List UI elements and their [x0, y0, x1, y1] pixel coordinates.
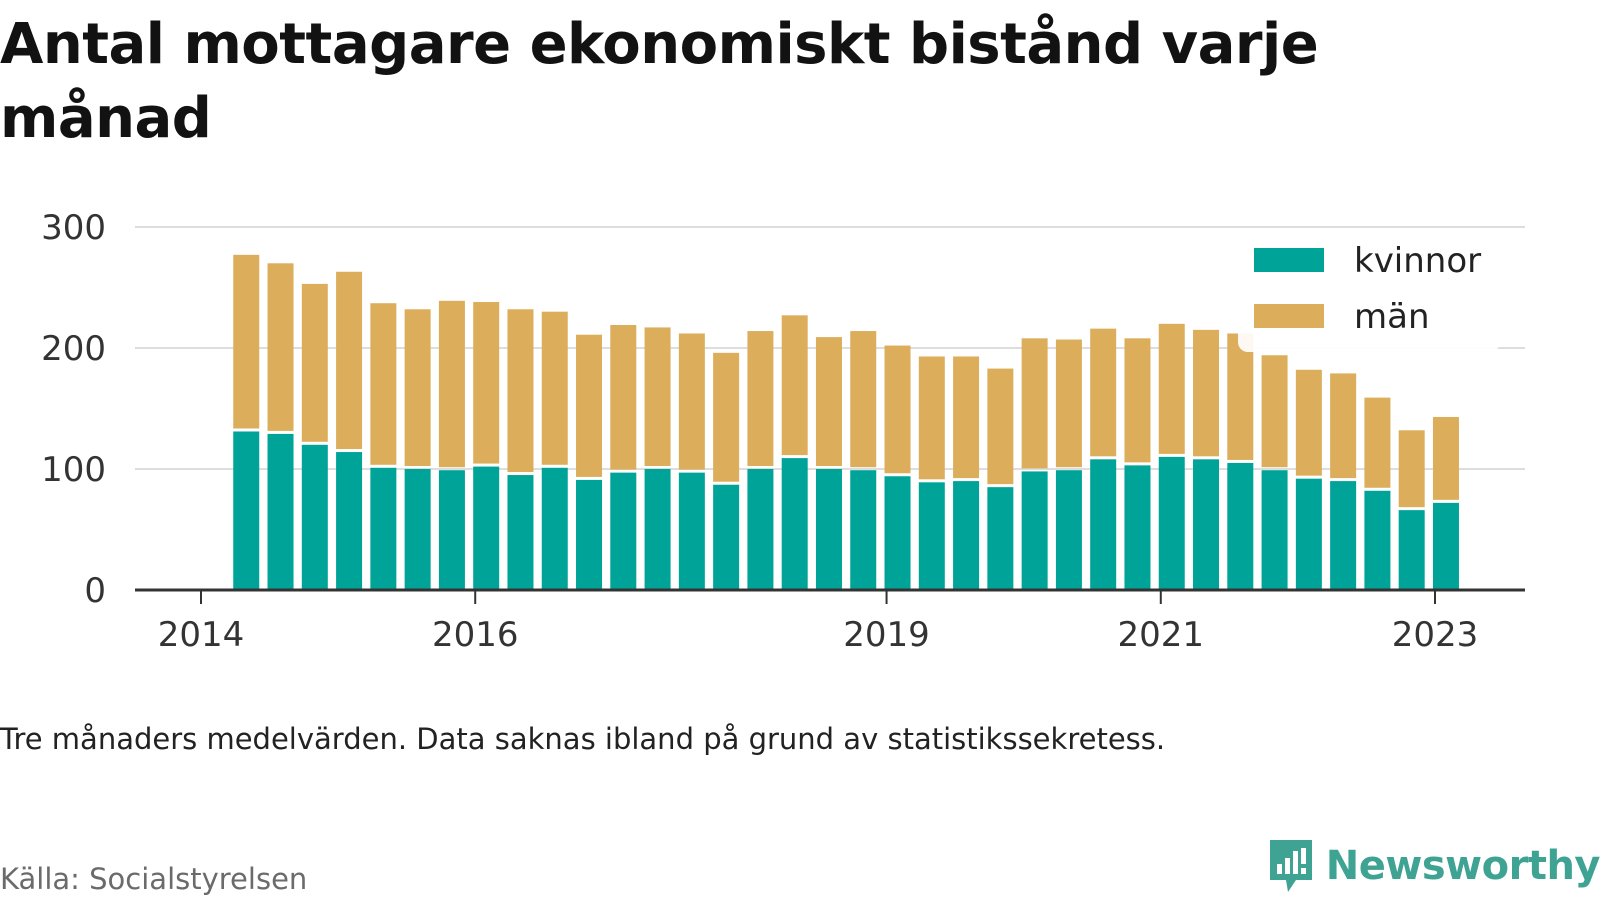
bar-man-14: [713, 352, 740, 482]
bar-man-11: [610, 325, 637, 470]
bar-kvinnor-23: [1021, 471, 1048, 590]
bar-kvinnor-33: [1364, 490, 1391, 590]
bar-kvinnor-17: [815, 469, 842, 590]
bar-man-33: [1364, 397, 1391, 488]
bar-kvinnor-34: [1398, 510, 1425, 590]
bar-kvinnor-13: [678, 472, 705, 590]
bar-kvinnor-30: [1261, 470, 1288, 590]
bar-kvinnor-1: [267, 433, 294, 590]
bar-kvinnor-2: [301, 444, 328, 590]
bar-kvinnor-31: [1295, 478, 1322, 590]
bar-kvinnor-19: [884, 476, 911, 590]
bar-kvinnor-15: [747, 469, 774, 590]
bar-kvinnor-21: [953, 481, 980, 590]
bar-man-24: [1055, 339, 1082, 468]
bar-man-20: [918, 356, 945, 480]
bar-kvinnor-20: [918, 482, 945, 590]
bar-man-8: [507, 309, 534, 473]
bar-man-34: [1398, 430, 1425, 508]
legend-swatch-kvinnor: [1254, 248, 1324, 272]
bar-man-17: [815, 337, 842, 466]
bar-kvinnor-3: [336, 452, 363, 590]
bar-kvinnor-10: [576, 479, 603, 590]
legend-label-kvinnor: kvinnor: [1354, 241, 1481, 281]
x-tick-label-2019: 2019: [843, 615, 930, 655]
bar-kvinnor-8: [507, 475, 534, 590]
bar-kvinnor-6: [438, 470, 465, 590]
bar-man-21: [953, 356, 980, 479]
y-tick-label-100: 100: [41, 450, 106, 490]
bar-kvinnor-4: [370, 467, 397, 590]
chart-note: Tre månaders medelvärden. Data saknas ib…: [0, 722, 1166, 756]
bar-man-10: [576, 334, 603, 477]
bar-man-19: [884, 345, 911, 474]
bar-man-18: [850, 331, 877, 468]
bar-kvinnor-11: [610, 472, 637, 590]
bar-kvinnor-12: [644, 469, 671, 590]
bar-kvinnor-18: [850, 470, 877, 590]
bar-kvinnor-22: [987, 487, 1014, 590]
bar-man-29: [1227, 333, 1254, 460]
bar-kvinnor-28: [1193, 459, 1220, 590]
y-tick-label-300: 300: [41, 208, 106, 248]
bar-kvinnor-9: [541, 467, 568, 590]
bar-man-16: [781, 315, 808, 456]
bar-kvinnor-29: [1227, 462, 1254, 590]
bar-man-6: [438, 300, 465, 468]
bar-kvinnor-35: [1432, 502, 1459, 590]
bar-kvinnor-25: [1090, 459, 1117, 590]
bar-man-30: [1261, 355, 1288, 468]
bar-kvinnor-7: [473, 466, 500, 590]
newsworthy-logo-icon: [1269, 840, 1312, 892]
chart-title: Antal mottagare ekonomiskt bistånd varje…: [0, 12, 1319, 151]
bar-kvinnor-24: [1055, 470, 1082, 590]
bar-man-4: [370, 303, 397, 465]
bar-man-7: [473, 302, 500, 464]
bar-man-12: [644, 327, 671, 466]
y-axis-ticks: 0 100 200 300: [41, 208, 106, 611]
bar-man-23: [1021, 338, 1048, 469]
bar-kvinnor-26: [1124, 465, 1151, 590]
bar-man-28: [1193, 329, 1220, 457]
bar-man-27: [1158, 323, 1185, 454]
bar-man-1: [267, 263, 294, 431]
bar-man-25: [1090, 328, 1117, 457]
bar-kvinnor-32: [1330, 481, 1357, 590]
bar-kvinnor-14: [713, 484, 740, 590]
source-credit: Källa: Socialstyrelsen: [0, 862, 308, 896]
bar-man-2: [301, 283, 328, 442]
bar-kvinnor-5: [404, 469, 431, 590]
bar-man-5: [404, 309, 431, 466]
bar-man-35: [1432, 416, 1459, 500]
legend-label-man: män: [1354, 297, 1430, 337]
bar-man-9: [541, 311, 568, 465]
y-tick-label-200: 200: [41, 329, 106, 369]
bar-man-31: [1295, 369, 1322, 476]
legend-swatch-man: [1254, 304, 1324, 328]
bar-man-22: [987, 368, 1014, 485]
x-tick-label-2016: 2016: [432, 615, 519, 655]
bar-man-15: [747, 331, 774, 466]
x-tick-label-2014: 2014: [158, 615, 245, 655]
bar-man-13: [678, 333, 705, 470]
brand-logo[interactable]: Newsworthy: [1266, 838, 1600, 894]
x-tick-label-2021: 2021: [1118, 615, 1205, 655]
x-tick-label-2023: 2023: [1392, 615, 1479, 655]
bar-man-0: [233, 254, 260, 429]
bar-man-26: [1124, 338, 1151, 463]
x-axis: 2014 2016 2019 2021 2023: [135, 588, 1525, 655]
brand-name: Newsworthy: [1325, 843, 1600, 889]
bar-kvinnor-16: [781, 458, 808, 590]
bars: [233, 254, 1459, 590]
bar-kvinnor-0: [233, 431, 260, 590]
bar-kvinnor-27: [1158, 456, 1185, 590]
bar-man-32: [1330, 373, 1357, 479]
bar-man-3: [336, 271, 363, 450]
y-tick-label-0: 0: [84, 571, 106, 611]
legend: kvinnor män: [1238, 236, 1500, 352]
